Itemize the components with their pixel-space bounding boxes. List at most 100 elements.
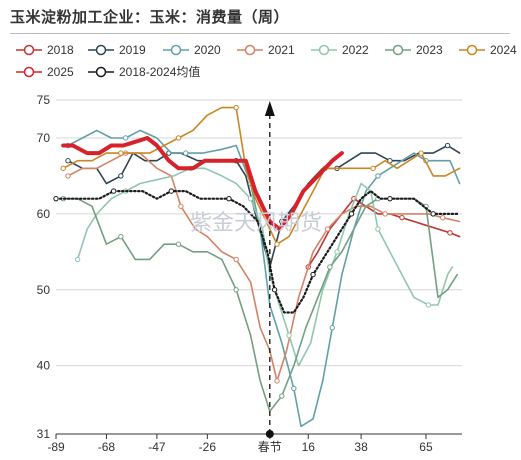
series-point — [65, 158, 71, 164]
series-point — [233, 256, 239, 263]
series-point — [370, 165, 376, 172]
series-point — [110, 188, 117, 194]
chart-legend: 2018 2019 2020 2021 2022 2023 2024 2025 2018-202… — [16, 43, 517, 79]
series-point — [430, 211, 436, 217]
series-point — [118, 173, 124, 179]
series-point — [226, 195, 232, 202]
series-point — [74, 256, 81, 263]
x-tick-label: -89 — [47, 440, 65, 454]
legend-swatch-marker — [170, 44, 182, 56]
series-point — [60, 165, 66, 172]
legend-item-2: 2020 — [163, 43, 221, 57]
legend-label: 2020 — [194, 43, 221, 57]
series-point — [329, 325, 335, 331]
series-line-2018-2024均值 — [54, 190, 461, 314]
series-point — [334, 249, 340, 255]
series-point — [168, 188, 175, 194]
series-point — [118, 150, 124, 156]
series-point — [375, 226, 381, 232]
series-line-2025 — [61, 136, 344, 231]
series-point — [118, 233, 124, 240]
legend-item-7: 2025 — [16, 65, 74, 79]
chart-title: 玉米淀粉加工企业：玉米：消费量（周） — [10, 8, 290, 26]
y-tick-label: 40 — [37, 359, 51, 373]
series-point — [440, 214, 446, 221]
legend-item-0: 2018 — [16, 43, 74, 57]
series-point — [175, 135, 182, 141]
event-marker-label-bg — [254, 439, 287, 455]
legend-item-4: 2022 — [311, 43, 369, 57]
series-point — [375, 173, 381, 179]
series-point — [387, 195, 393, 202]
x-tick-label: 65 — [419, 440, 433, 454]
legend-swatch-marker — [95, 44, 107, 56]
legend-label: 2025 — [47, 65, 74, 79]
series-point — [247, 195, 254, 202]
series-point — [425, 302, 432, 308]
legend-label: 2018-2024均值 — [119, 64, 200, 79]
series-line-2021 — [67, 152, 461, 382]
series-point — [310, 271, 316, 278]
legend-label: 2023 — [416, 43, 443, 57]
series-point — [233, 104, 239, 111]
series-point — [399, 214, 405, 221]
series-line-2024 — [62, 106, 461, 245]
legend-label: 2024 — [490, 43, 517, 57]
y-tick-label: 60 — [37, 207, 51, 221]
legend-item-5: 2023 — [385, 43, 443, 57]
chart-axes: 31 40 50 60 70 75 -89 -68 -47 -26 16 38 65 春节 — [37, 93, 462, 455]
series-point — [274, 241, 280, 247]
legend-label: 2019 — [119, 43, 146, 57]
legend-item-3: 2021 — [237, 43, 295, 57]
series-line-2022 — [76, 167, 454, 367]
legend-label: 2022 — [342, 43, 369, 57]
series-point — [327, 264, 333, 270]
y-tick-label: 75 — [37, 93, 51, 107]
event-marker-label: 春节 — [258, 440, 282, 454]
legend-swatch-marker — [23, 66, 35, 78]
legend-swatch-marker — [23, 44, 35, 56]
series-point — [286, 332, 292, 339]
legend-swatch-marker — [466, 44, 478, 56]
series-line-2020 — [67, 129, 461, 428]
series-point — [324, 226, 331, 232]
series-point — [447, 230, 453, 236]
title-divider — [10, 33, 510, 34]
series-line-2018 — [307, 197, 461, 268]
y-tick-label: 70 — [37, 131, 51, 145]
series-point — [122, 135, 129, 141]
legend-swatch-marker — [95, 66, 107, 78]
series-point — [279, 393, 285, 399]
series-point — [53, 195, 59, 202]
legend-label: 2018 — [47, 43, 74, 57]
series-point — [65, 173, 71, 179]
event-marker-arrowhead — [264, 101, 275, 116]
legend-swatch-marker — [244, 44, 256, 56]
series-point — [291, 385, 297, 392]
legend-swatch-marker — [318, 44, 330, 56]
series-point — [175, 241, 182, 247]
legend-label: 2021 — [268, 43, 295, 57]
legend-swatch-marker — [392, 44, 404, 56]
legend-item-6: 2024 — [459, 43, 517, 57]
chart-grid — [56, 99, 462, 435]
legend-item-1: 2019 — [88, 43, 146, 57]
watermark: 紫金天风期货 — [190, 211, 322, 236]
series-point — [418, 150, 424, 156]
legend-item-8: 2018-2024均值 — [88, 64, 200, 79]
x-tick-label: 38 — [354, 440, 368, 454]
series-point — [444, 142, 451, 149]
series-point — [271, 287, 278, 293]
series-point — [233, 287, 239, 293]
y-tick-label: 31 — [37, 427, 51, 441]
x-tick-label: -47 — [148, 440, 166, 454]
event-marker-dot — [265, 430, 274, 438]
x-tick-label: -68 — [98, 440, 116, 454]
series-point — [178, 203, 184, 209]
series-point — [382, 211, 388, 217]
y-tick-label: 50 — [37, 283, 51, 297]
x-tick-label: 16 — [302, 440, 316, 454]
chart-series — [53, 104, 461, 428]
series-point — [274, 378, 280, 384]
